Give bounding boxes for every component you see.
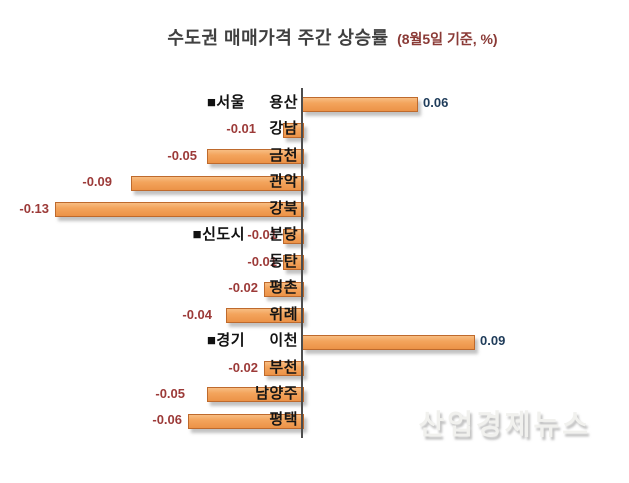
- value-label: -0.09: [82, 174, 112, 190]
- y-axis-line: [301, 88, 303, 438]
- value-label: -0.13: [19, 200, 49, 216]
- value-label: -0.04: [182, 306, 212, 322]
- bar-강남: [283, 122, 304, 138]
- bar-위례: [226, 308, 304, 324]
- category-label: 평촌: [269, 279, 298, 297]
- category-label: 평택: [269, 411, 298, 429]
- value-label: 0.06: [423, 95, 449, 110]
- watermark-text: 산업경제뉴스: [418, 409, 591, 440]
- bar-동탄: [283, 255, 304, 271]
- category-label: 용산: [269, 94, 298, 111]
- bar-남양주: [207, 387, 304, 403]
- category-label: 강남: [269, 120, 298, 138]
- chart-title-suffix: (8월5일 기준, %): [397, 31, 498, 47]
- category-label: 금천: [269, 146, 298, 164]
- category-label: 남양주: [255, 384, 298, 402]
- value-label: -0.01: [247, 253, 277, 269]
- value-label: -0.01: [247, 227, 277, 243]
- value-label: -0.06: [152, 412, 182, 428]
- bar-평택: [188, 413, 304, 429]
- bar-강북: [55, 202, 304, 218]
- value-label: -0.02: [228, 280, 258, 296]
- category-label: 관악: [269, 173, 298, 191]
- value-label: -0.02: [228, 359, 258, 375]
- value-label: -0.01: [226, 121, 256, 137]
- category-label: 부천: [269, 358, 298, 376]
- category-label: 강북: [269, 199, 298, 217]
- bar-금천: [207, 149, 304, 165]
- category-label: 이천: [269, 332, 298, 350]
- bar-이천: [302, 334, 475, 350]
- group-label: ■신도시: [192, 226, 245, 244]
- bar-분당: [283, 228, 304, 244]
- category-label: 분당: [269, 226, 298, 244]
- group-label: ■서울: [206, 94, 245, 111]
- bar-부천: [264, 361, 304, 376]
- bar-관악: [131, 175, 304, 191]
- value-label: 0.09: [480, 333, 506, 349]
- value-label: -0.05: [155, 385, 185, 401]
- bar-평촌: [264, 281, 304, 297]
- value-label: -0.05: [167, 147, 197, 163]
- bar-용산: [302, 96, 418, 112]
- chart-title-main: 수도권 매매가격 주간 상승률: [167, 28, 389, 48]
- category-label: 동탄: [269, 252, 298, 270]
- group-label: ■경기: [206, 332, 245, 350]
- category-label: 위례: [269, 305, 298, 323]
- chart-title: 수도권 매매가격 주간 상승률 (8월5일 기준, %): [0, 24, 629, 50]
